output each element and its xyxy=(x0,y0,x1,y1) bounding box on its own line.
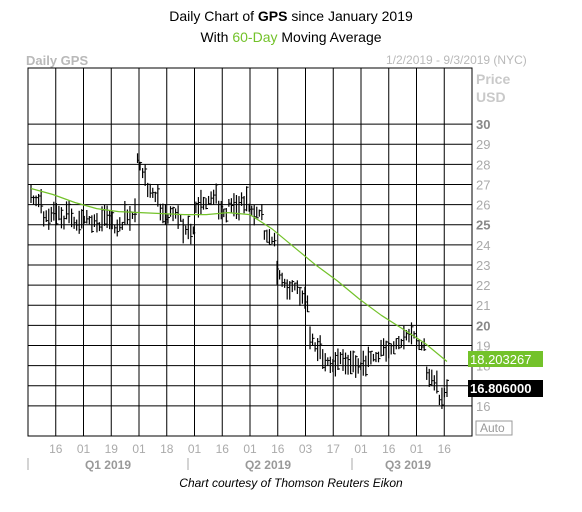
x-tick-label: 16 xyxy=(216,442,230,456)
x-tick-label: 01 xyxy=(243,442,257,456)
x-tick-label: 16 xyxy=(382,442,396,456)
y-axis-labels: 161718192021222324252627282930 xyxy=(476,117,490,414)
y-tick-label: 26 xyxy=(476,198,490,213)
y-tick-label: 28 xyxy=(476,157,490,172)
y-tick-label: 27 xyxy=(476,177,490,192)
x-tick-label: 17 xyxy=(327,442,341,456)
subtitle-ma-period: 60-Day xyxy=(232,29,278,45)
date-range: 1/2/2019 - 9/3/2019 (NYC) xyxy=(386,53,527,67)
chart-label: Daily GPS xyxy=(26,53,89,68)
y-tick-label: 29 xyxy=(476,137,490,152)
y-tick-label: 30 xyxy=(476,117,490,132)
moving-average-line xyxy=(30,187,448,362)
last-price-label: 16.806000 xyxy=(470,381,531,396)
chart-subtitle: With 60-Day Moving Average xyxy=(200,29,382,45)
price-bars xyxy=(30,153,449,409)
title-ticker: GPS xyxy=(257,8,288,24)
y-tick-label: 19 xyxy=(476,338,490,353)
x-tick-label: 01 xyxy=(77,442,91,456)
y-axis-title-usd: USD xyxy=(476,89,506,105)
chart-grid xyxy=(27,67,473,437)
x-tick-label: 18 xyxy=(160,442,174,456)
y-tick-label: 20 xyxy=(476,318,490,333)
x-tick-label: 01 xyxy=(188,442,202,456)
x-quarter-label: Q1 2019 xyxy=(85,458,131,472)
y-tick-label: 24 xyxy=(476,238,490,253)
x-tick-label: 19 xyxy=(105,442,119,456)
y-axis-title-price: Price xyxy=(476,71,510,87)
x-tick-label: 01 xyxy=(132,442,146,456)
y-tick-label: 16 xyxy=(476,399,490,414)
x-tick-label: 16 xyxy=(271,442,285,456)
auto-scale-label: Auto xyxy=(480,421,505,435)
x-tick-label: 01 xyxy=(410,442,424,456)
x-tick-label: 03 xyxy=(299,442,313,456)
ma-value-label-bg xyxy=(468,351,543,367)
last-price-label-bg xyxy=(468,380,543,397)
x-tick-label: 16 xyxy=(438,442,452,456)
x-axis-labels: 16 01 19 01 18 01 16 01 16 03 17 01 16 01 16 Q1 2019 Q2 … xyxy=(27,442,452,472)
x-tick-label: 01 xyxy=(354,442,368,456)
y-tick-label: 25 xyxy=(476,218,490,233)
y-tick-label: 23 xyxy=(476,258,490,273)
x-tick-label: 16 xyxy=(49,442,63,456)
y-tick-label: 21 xyxy=(476,298,490,313)
auto-scale-button[interactable] xyxy=(475,420,513,436)
x-quarter-label: Q3 2019 xyxy=(385,458,431,472)
ma-value-label: 18.203267 xyxy=(470,352,531,367)
y-tick-label: 22 xyxy=(476,278,490,293)
x-quarter-label: Q2 2019 xyxy=(245,458,291,472)
chart-credit: Chart courtesy of Thomson Reuters Eikon xyxy=(179,476,403,490)
chart-title: Daily Chart of GPS since January 2019 xyxy=(169,8,413,24)
